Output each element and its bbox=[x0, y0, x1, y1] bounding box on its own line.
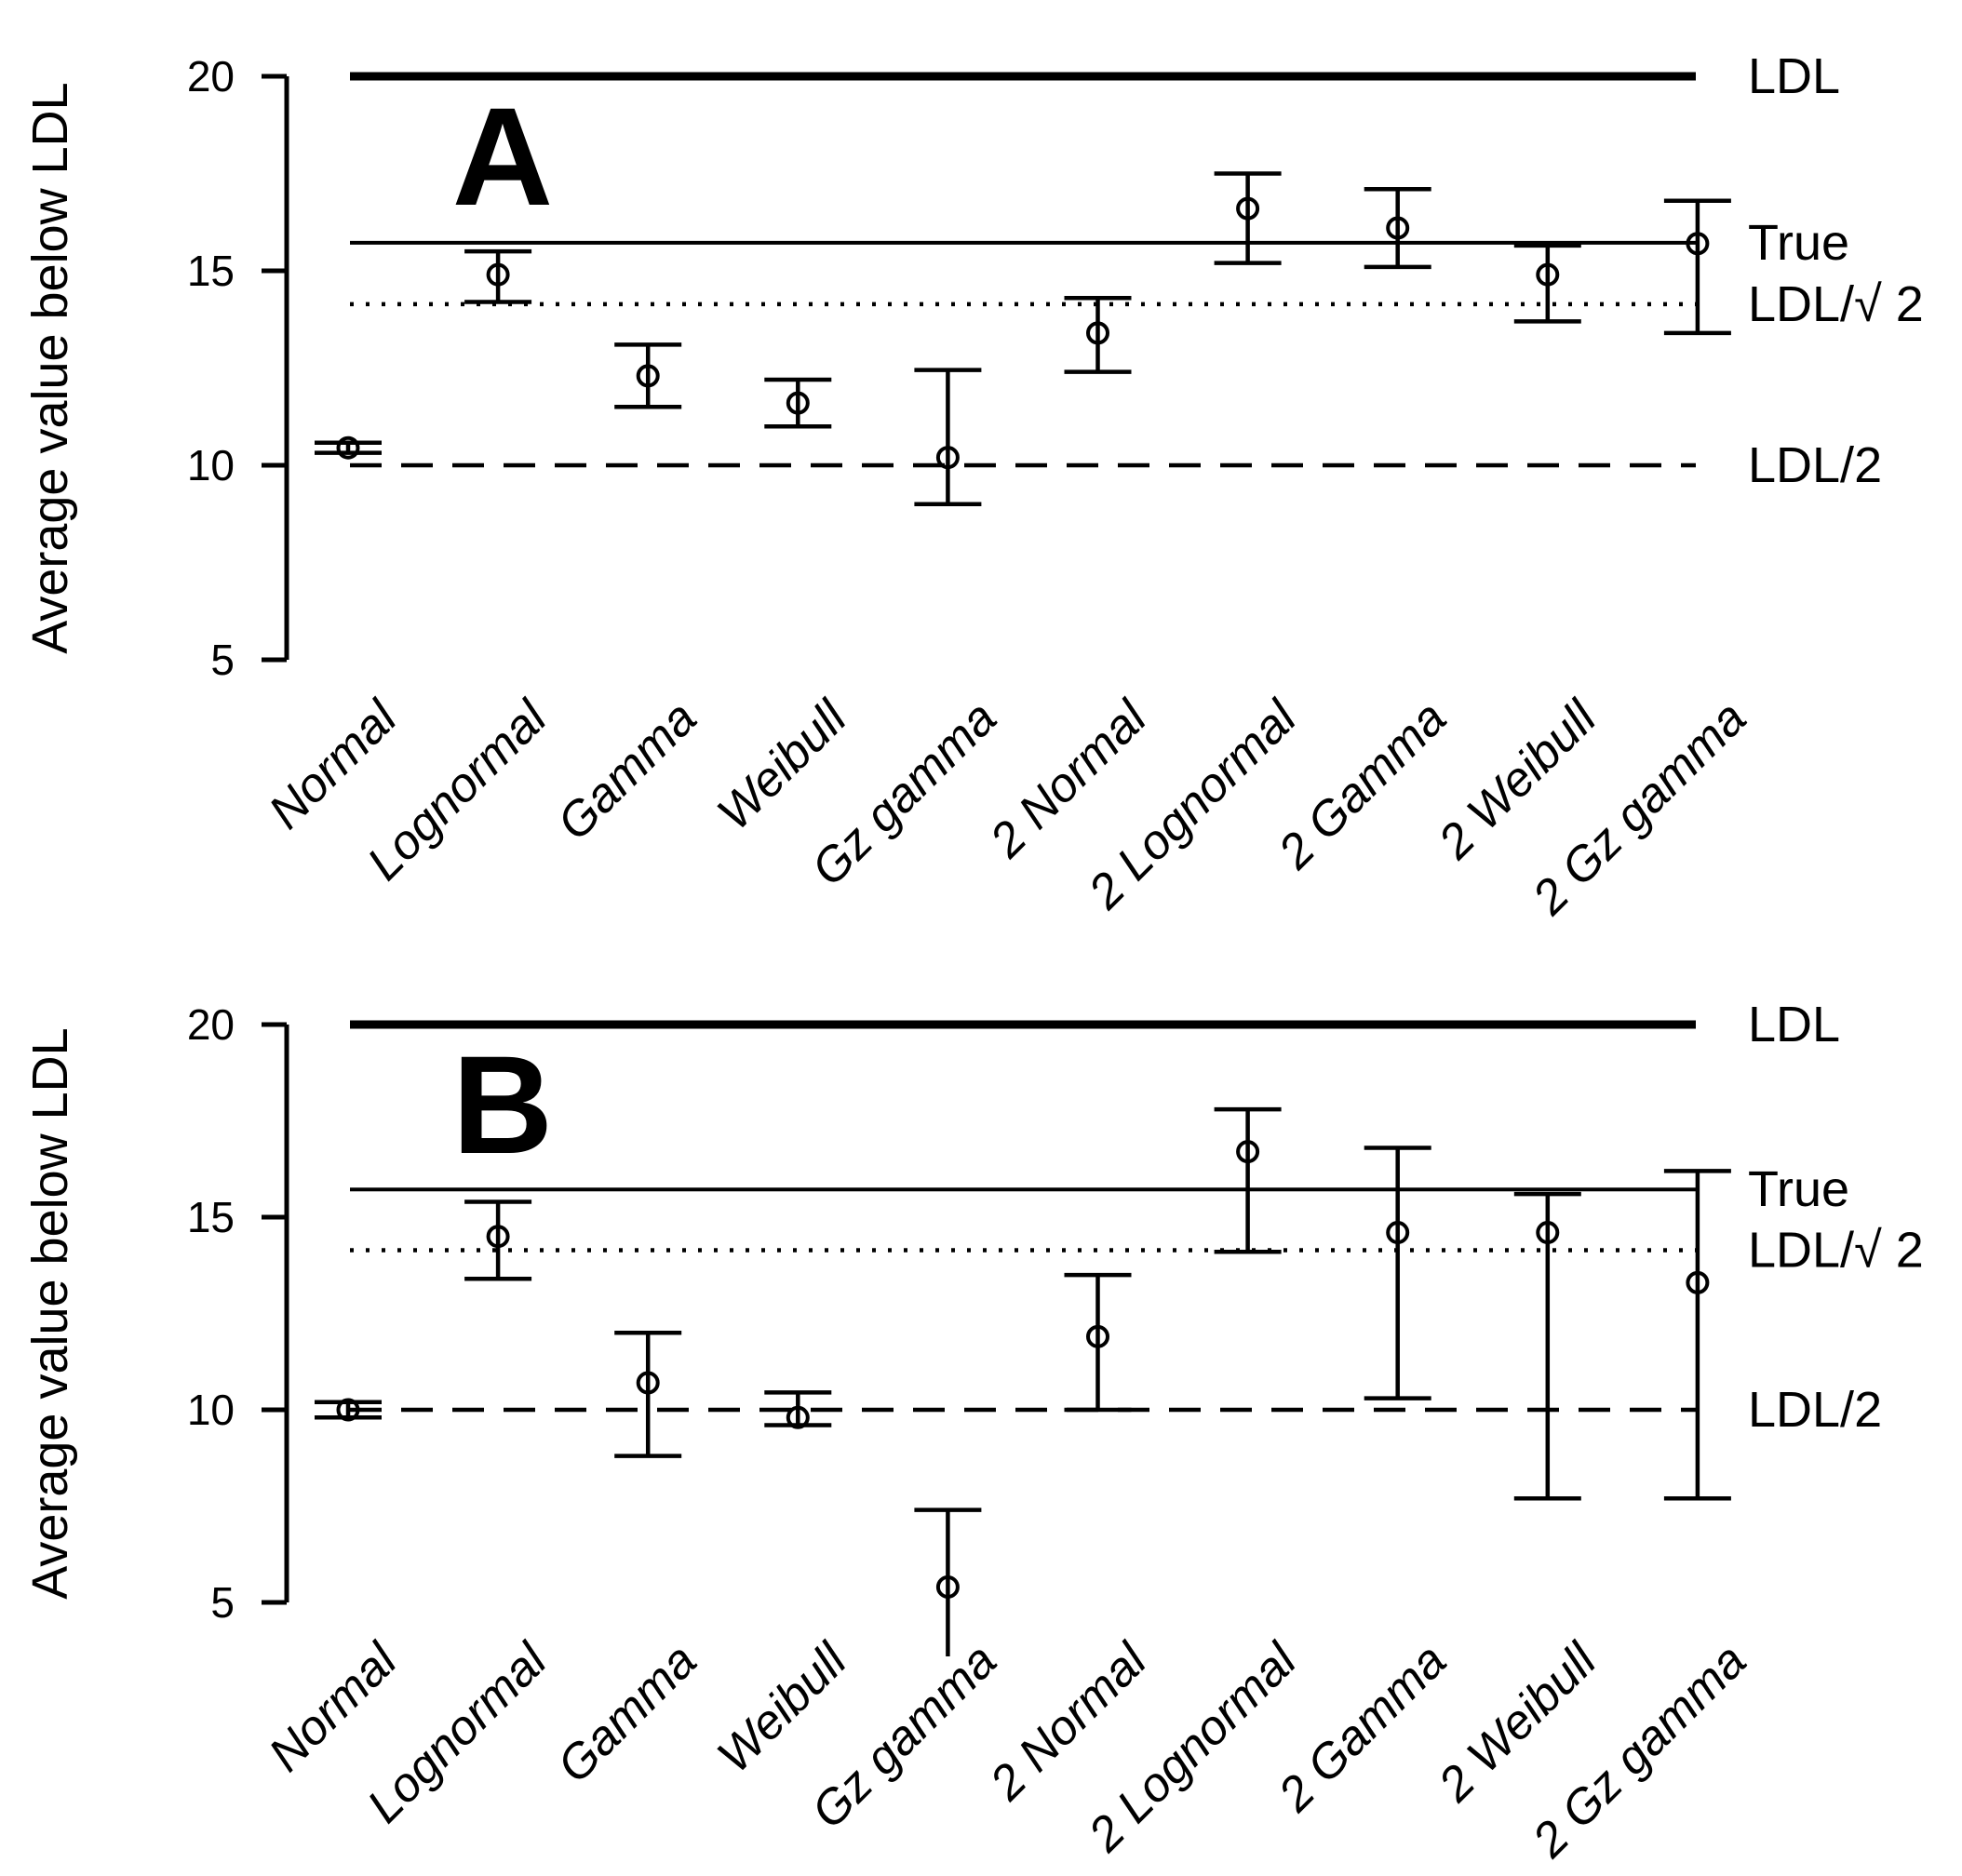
y-tick-label: 5 bbox=[210, 636, 235, 684]
data-point bbox=[1214, 171, 1282, 265]
y-tick-label: 5 bbox=[210, 1578, 235, 1627]
data-point bbox=[614, 342, 682, 409]
x-category-label: Gamma bbox=[547, 690, 707, 851]
estimate-marker bbox=[1536, 1221, 1560, 1245]
x-category-label: Normal bbox=[259, 1632, 409, 1782]
data-point bbox=[1663, 1169, 1731, 1501]
x-category-label: Weibull bbox=[707, 690, 858, 840]
data-point bbox=[315, 1398, 382, 1422]
estimate-marker bbox=[1386, 216, 1410, 240]
data-point bbox=[464, 248, 532, 304]
panel-B: 20 15 10 5 Average value below LDL LDL True LDL… bbox=[22, 997, 1924, 1869]
estimate-marker bbox=[935, 446, 960, 470]
data-point bbox=[315, 436, 382, 460]
reference-line-label: LDL/2 bbox=[1748, 1382, 1882, 1438]
estimate-marker bbox=[336, 436, 360, 460]
y-axis-title: Average value below LDL bbox=[22, 82, 78, 653]
data-point bbox=[1364, 186, 1431, 270]
reference-line-label: LDL/√ 2 bbox=[1748, 1223, 1924, 1279]
estimate-marker bbox=[935, 1574, 960, 1599]
reference-line-label: True bbox=[1748, 215, 1849, 271]
y-tick-label: 20 bbox=[187, 52, 235, 100]
estimate-marker bbox=[1236, 196, 1260, 221]
data-point bbox=[764, 377, 832, 429]
reference-line-label: LDL bbox=[1748, 48, 1840, 104]
data-point bbox=[1064, 296, 1132, 374]
reference-line-label: LDL/√ 2 bbox=[1748, 276, 1924, 332]
data-point bbox=[914, 368, 982, 507]
x-category-label: Weibull bbox=[707, 1632, 858, 1783]
reference-line-label: True bbox=[1748, 1161, 1849, 1217]
x-category-label: Gamma bbox=[547, 1633, 707, 1793]
data-point bbox=[1513, 1191, 1581, 1501]
estimate-marker bbox=[1536, 262, 1560, 287]
data-point bbox=[764, 1390, 832, 1429]
estimate-marker bbox=[1236, 1140, 1260, 1164]
estimate-marker bbox=[786, 1405, 810, 1429]
y-tick-label: 10 bbox=[187, 441, 235, 489]
data-point bbox=[614, 1330, 682, 1458]
y-tick-label: 20 bbox=[187, 1000, 235, 1049]
y-tick-label: 15 bbox=[187, 247, 235, 295]
y-tick-label: 15 bbox=[187, 1193, 235, 1241]
estimate-marker bbox=[486, 262, 510, 287]
y-axis-title: Average value below LDL bbox=[22, 1027, 78, 1599]
data-point bbox=[1064, 1272, 1132, 1413]
estimate-marker bbox=[336, 1398, 360, 1422]
data-point bbox=[464, 1199, 532, 1281]
estimate-marker bbox=[1386, 1221, 1410, 1245]
estimate-marker bbox=[1086, 1324, 1109, 1348]
estimate-marker bbox=[1686, 1270, 1710, 1294]
estimate-marker bbox=[1686, 232, 1710, 256]
estimate-marker bbox=[636, 1371, 660, 1395]
y-tick-label: 10 bbox=[187, 1386, 235, 1434]
estimate-marker bbox=[636, 364, 660, 388]
x-category-label: Normal bbox=[259, 690, 409, 839]
panel-letter: A bbox=[452, 78, 553, 234]
data-point bbox=[1214, 1106, 1282, 1254]
data-point bbox=[1513, 243, 1581, 324]
data-point bbox=[1663, 198, 1731, 336]
estimate-marker bbox=[1086, 321, 1109, 345]
estimate-marker bbox=[486, 1225, 510, 1249]
reference-line-label: LDL bbox=[1748, 997, 1840, 1052]
data-point bbox=[914, 1508, 982, 1656]
data-point bbox=[1364, 1146, 1431, 1400]
estimate-marker bbox=[786, 391, 810, 415]
reference-line-label: LDL/2 bbox=[1748, 437, 1882, 493]
panel-letter: B bbox=[452, 1026, 553, 1183]
